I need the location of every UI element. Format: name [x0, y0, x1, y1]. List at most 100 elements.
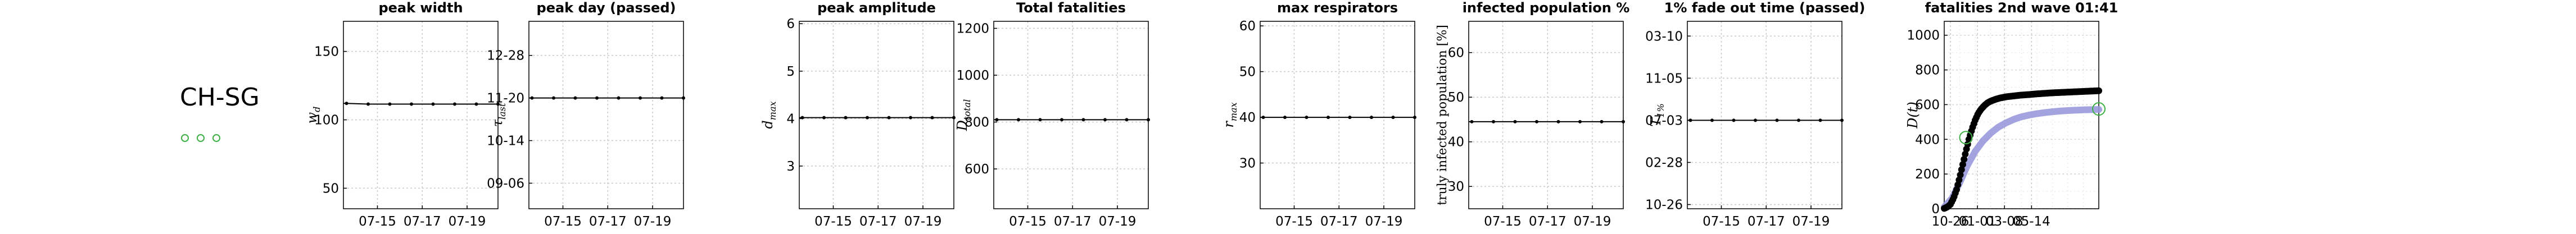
y-tick-label: 40: [1239, 111, 1256, 125]
data-point: [552, 96, 555, 100]
y-tick-label: 100: [314, 113, 339, 128]
data-point: [617, 96, 621, 100]
data-point: [1818, 118, 1822, 122]
data-point: [496, 102, 500, 106]
data-point: [388, 102, 392, 106]
x-tick-label: 07-15: [1484, 214, 1522, 229]
x-tick-label: 07-15: [814, 214, 852, 229]
data-point: [1017, 118, 1020, 122]
y-tick-label: 150: [314, 45, 339, 59]
chart-title: 1% fade out time (passed): [1664, 0, 1866, 16]
y-axis-label-base: D: [1905, 118, 1921, 129]
y-tick-label: 200: [1915, 167, 1940, 182]
data-point: [682, 96, 685, 100]
data-point: [822, 116, 826, 120]
y-axis-label-base: r: [1221, 121, 1237, 128]
y-tick-label: 09-06: [487, 176, 524, 191]
y-tick-label: 800: [1915, 63, 1940, 78]
data-point: [1305, 116, 1309, 120]
x-tick-label: 07-17: [859, 214, 897, 229]
plot-frame: [343, 21, 499, 209]
y-axis-label: truly infected population [%]: [1436, 25, 1450, 205]
chart-panel-6: infected population % truly infected popu…: [1436, 0, 1629, 229]
x-tick-label: 07-19: [1574, 214, 1611, 229]
data-point: [887, 116, 891, 120]
y-axis-label: wd: [304, 107, 322, 124]
data-point: [410, 102, 413, 106]
y-tick-label: 10-14: [487, 134, 524, 149]
data-point: [1147, 118, 1150, 122]
plot-frame: [528, 21, 684, 209]
x-tick-label: 07-17: [1320, 214, 1358, 229]
data-point: [1535, 120, 1538, 123]
data-point: [1754, 118, 1757, 122]
y-axis-label-base: d: [760, 120, 776, 129]
x-tick-label: 07-15: [1009, 214, 1047, 229]
x-tick-label: 07-15: [359, 214, 396, 229]
data-point: [1513, 120, 1517, 123]
observed-data-point: [1957, 171, 1964, 178]
y-axis-label: T1%: [1648, 103, 1666, 126]
data-point: [1391, 116, 1395, 120]
data-point: [453, 102, 456, 106]
data-point: [1103, 118, 1107, 122]
data-point: [1732, 118, 1736, 122]
x-tick-label: 05-14: [2013, 214, 2050, 229]
y-tick-label: 60: [1239, 19, 1256, 34]
y-tick-label: 10-26: [1645, 198, 1683, 212]
y-tick-label: 800: [965, 116, 989, 130]
y-axis-label-subscript: max: [1228, 102, 1239, 121]
data-point: [1348, 116, 1352, 120]
x-tick-label: 07-15: [544, 214, 582, 229]
chart-panel-1: peak width wd 50 100 150 07-15 07-17 07-19: [304, 0, 500, 229]
y-tick-label: 30: [1239, 157, 1256, 171]
data-point: [1283, 116, 1287, 120]
data-point: [573, 96, 577, 100]
y-axis-label: Dtotal: [954, 99, 972, 131]
data-point: [995, 118, 999, 122]
chart-panel-2: peak day (passed) τlast 09-06 10-14 11-20 12-…: [487, 0, 685, 229]
data-point: [1470, 120, 1474, 123]
x-tick-label: 07-17: [1054, 214, 1092, 229]
data-point: [1261, 116, 1265, 120]
data-point: [1125, 118, 1129, 122]
data-point: [1775, 118, 1779, 122]
y-axis-label-base: w: [304, 112, 320, 123]
plot-frame: [1260, 21, 1415, 209]
data-point: [345, 102, 348, 105]
y-tick-label: 40: [1448, 135, 1464, 150]
x-tick-label: 07-19: [634, 214, 672, 229]
y-tick-label: 1000: [1907, 29, 1940, 43]
data-point: [1038, 118, 1042, 122]
y-tick-label: 4: [786, 112, 795, 126]
fit-series-line: [1941, 106, 2102, 210]
data-point: [431, 102, 435, 106]
data-point: [1327, 116, 1330, 120]
x-tick-label: 07-15: [1703, 214, 1740, 229]
y-tick-label: 11-20: [487, 91, 524, 106]
marker-dot: [197, 134, 205, 142]
y-axis-label-argument: (t): [1905, 102, 1921, 117]
plot-frame: [799, 21, 954, 209]
x-tick-label: 03-08: [1986, 214, 2023, 229]
x-tick-label: 07-15: [1275, 214, 1313, 229]
y-tick-label: 60: [1448, 46, 1464, 61]
y-tick-label: 1200: [956, 22, 989, 36]
highlight-marker: [2092, 102, 2106, 116]
y-tick-label: 600: [965, 162, 989, 177]
chart-title: Total fatalities: [1016, 0, 1126, 16]
data-point: [909, 116, 912, 120]
y-tick-label: 3: [786, 159, 795, 174]
chart-panel-4: Total fatalities Dtotal 600 800 1000 1200 07-1…: [954, 0, 1150, 229]
y-tick-label: 11-05: [1645, 71, 1683, 86]
y-tick-label: 5: [786, 65, 795, 79]
y-axis-label-subscript: max: [767, 101, 778, 120]
observed-data-point: [1959, 161, 1966, 168]
x-tick-label: 07-17: [589, 214, 627, 229]
x-tick-label: 01-01: [1959, 214, 1996, 229]
chart-panel-7: 1% fade out time (passed) T1% 10-26 02-28 07…: [1645, 0, 1865, 229]
y-tick-label: 6: [786, 17, 795, 31]
chart-title: peak day (passed): [537, 0, 676, 16]
chart-title: fatalities 2nd wave 01:41: [1925, 0, 2118, 16]
chart-title: peak width: [378, 0, 463, 16]
